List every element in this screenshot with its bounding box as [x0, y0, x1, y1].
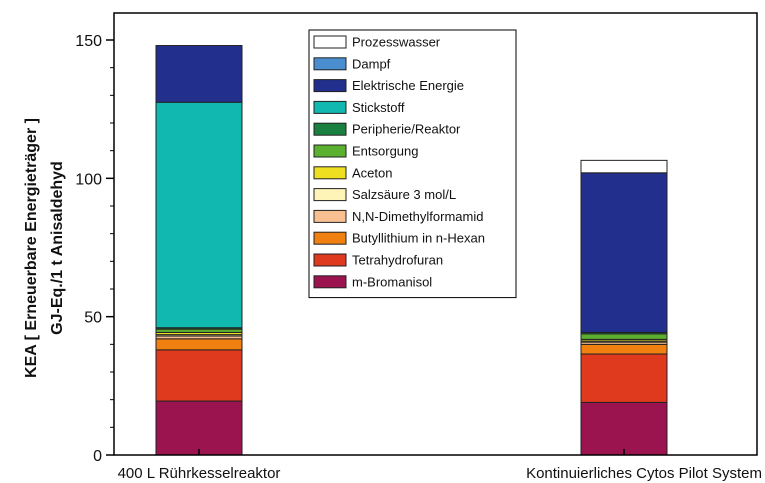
legend: Prozesswasser Dampf Elektrische Energie Sti… [308, 29, 517, 299]
y-axis: 0 50 100 150 [75, 33, 114, 465]
y-axis-label-line2: GJ-Eq./1 t Anisaldehyd [49, 161, 66, 335]
legend-swatch [313, 253, 347, 267]
x-category-label: Kontinuierliches Cytos Pilot System [526, 465, 762, 482]
bar-segment [155, 101, 243, 329]
legend-label: Elektrische Energie [352, 78, 464, 93]
legend-swatch [313, 144, 347, 158]
y-tick-label: 0 [93, 448, 102, 465]
legend-swatch [313, 231, 347, 245]
legend-label: Salzsäure 3 mol/L [352, 187, 456, 202]
bars [155, 45, 668, 456]
legend-box [308, 29, 517, 299]
bar-segment [155, 45, 243, 103]
legend-label: Entsorgung [352, 144, 419, 159]
legend-label: Aceton [352, 165, 392, 180]
legend-label: N,N-Dimethylformamid [352, 209, 483, 224]
legend-swatch [313, 275, 347, 289]
legend-swatch [313, 35, 347, 49]
bar-segment [580, 333, 668, 340]
legend-label: Prozesswasser [352, 35, 441, 50]
legend-swatch [313, 209, 347, 223]
legend-label: Stickstoff [352, 100, 405, 115]
bar-segment [580, 353, 668, 403]
legend-swatch [313, 122, 347, 136]
legend-label: Tetrahydrofuran [352, 253, 443, 268]
y-tick-label: 50 [84, 310, 102, 327]
x-category-label: 400 L Rührkesselreaktor [118, 465, 281, 482]
bar-segment [155, 338, 243, 351]
legend-swatch [313, 57, 347, 71]
legend-label: m-Bromanisol [352, 274, 432, 289]
legend-swatch [313, 166, 347, 180]
legend-swatch [313, 188, 347, 202]
legend-label: Butyllithium in n-Hexan [352, 231, 485, 246]
y-axis-title: KEA [ Erneuerbare Energieträger ] GJ-Eq.… [23, 118, 66, 378]
bar-segment [580, 172, 668, 333]
x-axis: 400 L Rührkesselreaktor Kontinuierliches … [118, 465, 762, 482]
legend-label: Peripherie/Reaktor [352, 122, 461, 137]
bar-segment [155, 400, 243, 456]
y-axis-label-line1: KEA [ Erneuerbare Energieträger ] [23, 118, 40, 378]
y-tick-label: 150 [75, 33, 102, 50]
legend-label: Dampf [352, 56, 391, 71]
bar-segment [580, 343, 668, 355]
bar-segment [155, 349, 243, 402]
bar-segment [580, 401, 668, 456]
y-tick-label: 100 [75, 171, 102, 188]
legend-swatch [313, 100, 347, 114]
bar-segment [580, 159, 668, 174]
legend-swatch [313, 79, 347, 93]
